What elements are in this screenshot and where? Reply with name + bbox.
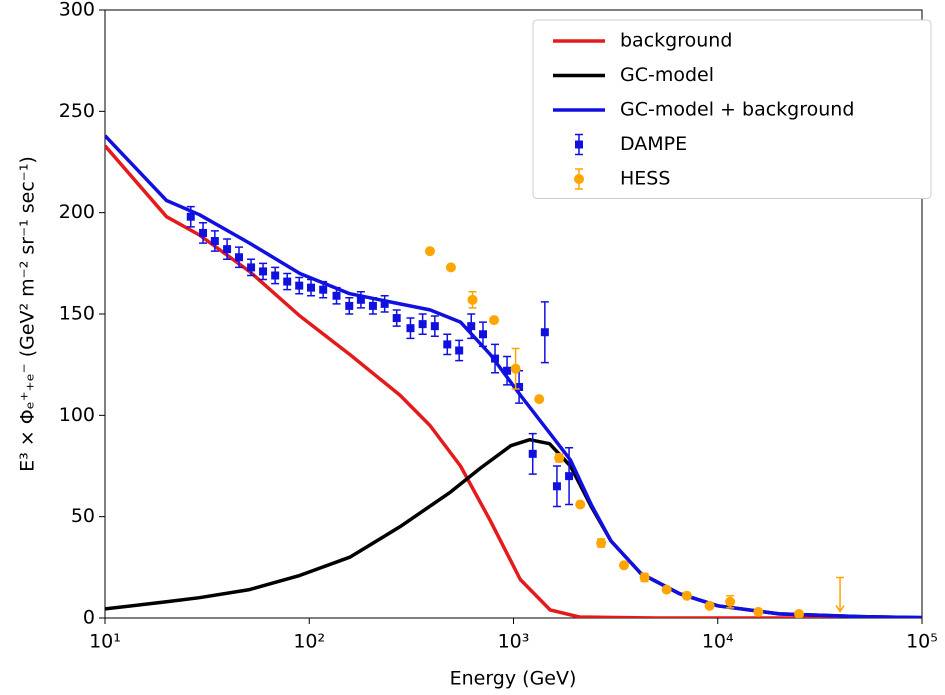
data-point	[554, 452, 565, 463]
data-point	[271, 271, 280, 280]
data-point	[661, 584, 672, 595]
legend-label: GC-model	[620, 64, 714, 86]
data-point	[540, 328, 549, 337]
data-point	[307, 283, 316, 292]
y-tick-label: 100	[59, 404, 95, 426]
data-point	[295, 281, 304, 290]
data-point	[199, 228, 208, 237]
legend-label: HESS	[620, 168, 670, 190]
x-tick-label: 10²	[293, 631, 325, 653]
data-point	[455, 346, 464, 355]
data-point	[681, 590, 692, 601]
data-point	[259, 267, 268, 276]
data-point	[534, 394, 545, 405]
data-point	[443, 340, 452, 349]
data-point	[345, 301, 354, 310]
legend-label: GC-model + background	[620, 99, 854, 121]
legend-box	[532, 19, 932, 199]
curve	[105, 134, 922, 618]
data-point	[467, 294, 478, 305]
data-point	[445, 262, 456, 273]
y-tick-label: 50	[71, 505, 95, 527]
upper-limit	[835, 576, 845, 613]
data-point	[478, 330, 487, 339]
data-point	[418, 320, 427, 329]
data-point	[247, 263, 256, 272]
data-point	[380, 299, 389, 308]
data-point	[753, 606, 764, 617]
data-point	[319, 285, 328, 294]
legend-label: background	[620, 30, 732, 52]
y-tick-label: 0	[83, 607, 95, 629]
x-tick-label: 10⁴	[702, 631, 734, 653]
plot-area	[105, 134, 922, 618]
data-point	[503, 366, 512, 375]
data-point	[639, 572, 650, 583]
curve	[105, 437, 922, 618]
data-point	[552, 482, 561, 491]
data-point	[186, 212, 195, 221]
data-point	[392, 314, 401, 323]
data-point	[467, 322, 476, 331]
y-tick-label: 300	[59, 0, 95, 21]
data-point	[704, 600, 715, 611]
data-point	[430, 322, 439, 331]
data-point	[489, 315, 500, 326]
data-point	[491, 354, 500, 363]
y-tick-label: 150	[59, 303, 95, 325]
data-point	[528, 449, 537, 458]
x-tick-label: 10³	[498, 631, 530, 653]
data-point	[510, 363, 521, 374]
data-point	[356, 295, 365, 304]
x-tick-label: 10¹	[89, 631, 121, 653]
data-point	[725, 596, 736, 607]
y-tick-label: 250	[59, 100, 95, 122]
x-axis-label: Energy (GeV)	[450, 668, 577, 690]
legend-marker	[574, 174, 584, 184]
data-point	[424, 246, 435, 257]
data-point	[596, 538, 607, 549]
x-tick-label: 10⁵	[906, 631, 938, 653]
y-tick-label: 200	[59, 201, 95, 223]
data-point	[618, 560, 629, 571]
data-point	[283, 277, 292, 286]
y-axis-label: E³ × Φₑ⁺₊ₑ⁻ (GeV² m⁻² sr⁻¹ sec⁻¹)	[17, 156, 39, 472]
curve	[105, 144, 922, 618]
data-point	[235, 253, 244, 262]
legend-label: DAMPE	[620, 133, 687, 155]
data-point	[223, 245, 232, 254]
data-point	[332, 291, 341, 300]
data-point	[406, 324, 415, 333]
data-point	[368, 301, 377, 310]
data-point	[565, 472, 574, 481]
data-point	[210, 237, 219, 246]
data-point	[575, 499, 586, 510]
data-point	[515, 382, 524, 391]
data-point	[794, 608, 805, 618]
legend-marker	[575, 140, 583, 149]
